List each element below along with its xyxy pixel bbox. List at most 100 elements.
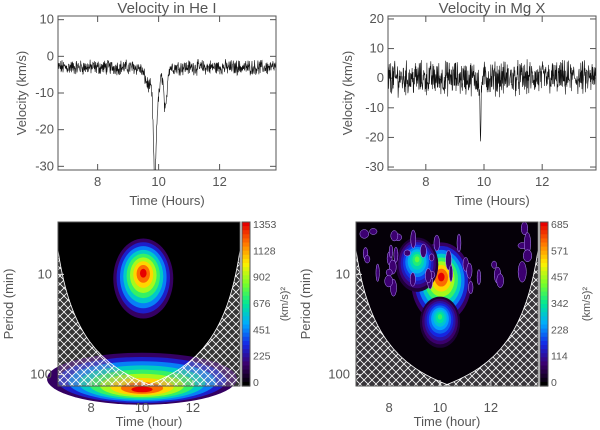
wavelet-noise-contour <box>433 234 440 252</box>
colorbar-segment <box>540 353 548 358</box>
mg-wavelet-colorbar-label: (km/s)² <box>581 287 593 322</box>
colorbar-segment <box>242 332 250 338</box>
colorbar-segment <box>242 283 250 289</box>
colorbar-segment <box>540 336 548 342</box>
x-tick-label: 12 <box>186 400 200 415</box>
colorbar-tick-label: 228 <box>551 324 569 336</box>
colorbar-segment <box>242 316 250 321</box>
colorbar-segment <box>540 275 548 280</box>
wavelet-noise-contour <box>410 229 417 249</box>
he-velocity-axes: 8 10 12 10 0 -10 -20 -30 <box>35 12 276 189</box>
mg-velocity-xlabel: Time (Hours) <box>454 193 529 208</box>
colorbar-segment <box>540 369 548 375</box>
colorbar-segment <box>540 308 548 313</box>
colorbar-frame <box>539 221 549 387</box>
colorbar-segment <box>540 287 548 293</box>
colorbar-segment <box>242 226 250 231</box>
he-velocity-plot: Velocity in He I Time (Hours) Velocity (… <box>14 0 277 208</box>
wavelet-noise-contour <box>403 249 411 257</box>
x-tick-label: 10 <box>151 174 165 189</box>
colorbar-segment <box>242 230 250 235</box>
colorbar-segment <box>540 377 548 383</box>
y-tick-label: -30 <box>365 159 384 174</box>
x-tick-label: 8 <box>422 174 429 189</box>
he-wavelet-xlabel: Time (hour) <box>116 414 183 429</box>
colorbar-segment <box>242 287 250 293</box>
mg-velocity-ylabel: Velocity (km/s) <box>340 51 355 136</box>
y-tick-label: -30 <box>35 158 54 173</box>
colorbar-segment <box>242 336 250 342</box>
y-tick-label: 10 <box>40 12 54 27</box>
y-tick-label: -10 <box>365 100 384 115</box>
colorbar-segment <box>242 353 250 358</box>
x-tick-label: 12 <box>212 174 226 189</box>
colorbar-segment <box>540 295 548 301</box>
x-tick-label: 10 <box>477 174 491 189</box>
x-tick-label: 10 <box>433 400 447 415</box>
colorbar-segment <box>540 271 548 276</box>
x-tick-label: 10 <box>135 400 149 415</box>
colorbar-tick-label: 0 <box>253 377 259 389</box>
wavelet-power-contour <box>414 256 420 263</box>
wavelet-noise-contour <box>456 233 462 253</box>
colorbar-segment <box>540 279 548 285</box>
colorbar-segment <box>540 328 548 334</box>
colorbar-segment <box>540 349 548 354</box>
colorbar-segment <box>242 275 250 280</box>
mg-velocity-series-line <box>388 59 596 142</box>
colorbar-segment <box>242 267 250 272</box>
wavelet-noise-contour <box>425 268 432 284</box>
colorbar-segment <box>540 258 548 264</box>
colorbar-segment <box>540 340 548 346</box>
y-tick-label: -20 <box>365 129 384 144</box>
colorbar-segment <box>540 246 548 252</box>
colorbar-segment <box>540 291 548 297</box>
wavelet-noise-contour <box>420 243 427 258</box>
wavelet-noise-contour <box>448 264 454 282</box>
colorbar-segment <box>540 222 548 227</box>
y-tick-label: 10 <box>336 266 350 281</box>
wavelet-noise-contour <box>445 249 452 271</box>
colorbar-segment <box>242 279 250 285</box>
colorbar-tick-label: 457 <box>551 272 569 284</box>
colorbar-segment <box>242 304 250 309</box>
colorbar-segment <box>242 308 250 313</box>
y-tick-label: 10 <box>370 41 384 56</box>
he-wavelet-axes: 8 10 12 10 100 <box>30 266 200 415</box>
colorbar-tick-label: 0 <box>551 377 557 389</box>
colorbar-segment <box>242 246 250 252</box>
he-wavelet-ylabel: Period (min) <box>1 269 16 340</box>
colorbar-segment <box>540 267 548 272</box>
mg-velocity-axes: 8 10 12 20 10 0 -10 -20 -30 <box>365 11 596 189</box>
colorbar-segment <box>540 357 548 362</box>
wavelet-power-contour <box>437 272 445 282</box>
wavelet-noise-contour <box>388 244 393 258</box>
colorbar-segment <box>242 369 250 375</box>
colorbar-segment <box>242 242 250 248</box>
colorbar-frame <box>241 221 251 387</box>
colorbar-segment <box>540 283 548 289</box>
colorbar-tick-label: 1353 <box>253 219 277 231</box>
colorbar-segment <box>540 238 548 244</box>
colorbar-segment <box>540 312 548 317</box>
he-wavelet-colorbar: 1353 1128 902 676 451 225 0 <box>241 219 277 389</box>
y-tick-label: 0 <box>377 70 384 85</box>
wavelet-noise-contour <box>385 268 393 277</box>
colorbar-segment <box>242 328 250 334</box>
colorbar-segment <box>540 324 548 330</box>
colorbar-segment <box>242 373 250 379</box>
x-tick-label: 8 <box>87 400 94 415</box>
colorbar-segment <box>540 316 548 321</box>
x-tick-label: 12 <box>484 400 498 415</box>
wavelet-noise-contour <box>466 262 473 279</box>
colorbar-tick-label: 451 <box>253 324 271 336</box>
colorbar-segment <box>242 234 250 239</box>
wavelet-power-contour <box>437 314 443 320</box>
wavelet-noise-contour <box>369 228 378 235</box>
wavelet-noise-contour <box>375 263 380 282</box>
colorbar-segment <box>242 238 250 244</box>
colorbar-segment <box>540 361 548 367</box>
colorbar-tick-label: 571 <box>551 245 569 257</box>
colorbar-segment <box>242 345 250 350</box>
colorbar-segment <box>540 263 548 268</box>
